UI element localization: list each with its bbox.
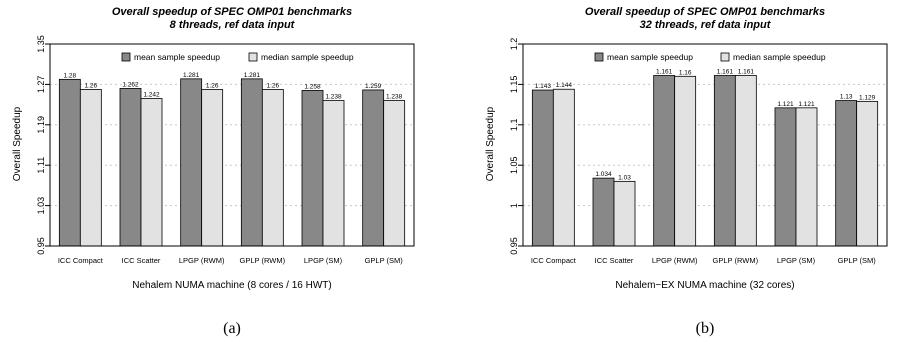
chart-a-bar-mean bbox=[119, 88, 142, 247]
chart-b-bar-median bbox=[552, 88, 575, 247]
chart-a-data-label: 1.26 bbox=[206, 82, 219, 89]
chart-b-data-label: 1.161 bbox=[717, 69, 734, 76]
chart-a-subtitle: 8 threads, ref data input bbox=[170, 19, 296, 31]
chart-b-bar-mean bbox=[835, 100, 858, 247]
chart-b-bar-median bbox=[734, 75, 757, 247]
chart-b-data-label: 1.144 bbox=[556, 82, 573, 89]
chart-a-bar-mean bbox=[58, 78, 81, 247]
chart-a-plot-frame bbox=[49, 43, 415, 247]
chart-b-legend-swatch-mean bbox=[594, 52, 604, 62]
chart-a-x-axis-label: Nehalem NUMA machine (8 cores / 16 HWT) bbox=[132, 280, 332, 291]
chart-a-y-tick-label: 1.03 bbox=[36, 197, 46, 215]
chart-a-legend-label-median: median sample speedup bbox=[261, 52, 354, 62]
chart-a-data-label: 1.281 bbox=[183, 72, 200, 79]
chart-a-legend-swatch-median bbox=[248, 52, 258, 62]
chart-b-legend-label-mean: mean sample speedup bbox=[607, 52, 693, 62]
chart-b-category-label: ICC Compact bbox=[531, 256, 577, 265]
chart-b-bar-median bbox=[795, 107, 818, 247]
chart-a-bar-median bbox=[140, 98, 163, 247]
chart-b-bar-mean bbox=[592, 177, 615, 247]
chart-b-y-tick-label: 1.05 bbox=[509, 156, 519, 174]
chart-a-legend-label-mean: mean sample speedup bbox=[134, 52, 220, 62]
chart-b-marks: 0.95 1 1.05 1.1 1.15 1.2 1.143 1.144 ICC Compact… bbox=[509, 38, 888, 265]
chart-b-y-tick-label: 1.1 bbox=[509, 119, 519, 132]
chart-b-data-label: 1.16 bbox=[679, 69, 692, 76]
chart-a: Overall speedup of SPEC OMP01 benchmarks… bbox=[12, 6, 415, 337]
chart-b-y-tick-label: 1 bbox=[509, 203, 519, 208]
chart-a-bar-median bbox=[322, 100, 345, 247]
chart-b-data-label: 1.03 bbox=[618, 174, 631, 181]
chart-b-category-label: LPGP (SM) bbox=[777, 256, 816, 265]
chart-a-y-tick-label: 0.95 bbox=[36, 237, 46, 255]
chart-a-bar-median bbox=[201, 89, 224, 247]
chart-b-title: Overall speedup of SPEC OMP01 benchmarks bbox=[585, 6, 825, 18]
chart-a-y-tick-label: 1.11 bbox=[36, 157, 46, 174]
chart-a-category-label: LPGP (RWM) bbox=[179, 256, 225, 265]
chart-b-bar-median bbox=[613, 180, 636, 247]
chart-b-data-label: 1.161 bbox=[656, 69, 673, 76]
chart-b-bar-median bbox=[674, 75, 697, 247]
chart-b-bar-mean bbox=[774, 107, 797, 247]
chart-a-title: Overall speedup of SPEC OMP01 benchmarks bbox=[112, 6, 352, 18]
chart-a-data-label: 1.238 bbox=[386, 94, 403, 101]
chart-a-y-tick-label: 1.27 bbox=[36, 76, 46, 94]
chart-a-category-label: ICC Compact bbox=[58, 256, 104, 265]
chart-b-x-axis-label: Nehalem−EX NUMA machine (32 cores) bbox=[615, 280, 794, 291]
chart-a-bar-mean bbox=[362, 89, 385, 247]
chart-a-data-label: 1.258 bbox=[304, 83, 321, 90]
chart-a-data-label: 1.281 bbox=[244, 72, 261, 79]
chart-a-data-label: 1.28 bbox=[64, 72, 77, 79]
chart-a-y-tick-label: 1.19 bbox=[36, 116, 46, 134]
chart-a-y-axis-label: Overall Speedup bbox=[12, 106, 23, 181]
chart-b-category-label: GPLP (RWM) bbox=[713, 256, 759, 265]
chart-b-data-label: 1.121 bbox=[777, 101, 794, 108]
chart-a-y-tick-label: 1.35 bbox=[36, 35, 46, 53]
chart-b-data-label: 1.121 bbox=[798, 101, 815, 108]
chart-a-bar-median bbox=[261, 89, 284, 247]
chart-a-marks: 0.95 1.03 1.11 1.19 1.27 1.35 1.28 1.26 ICC Comp… bbox=[36, 35, 415, 265]
chart-b-y-axis-label: Overall Speedup bbox=[485, 106, 496, 181]
chart-b-data-label: 1.13 bbox=[840, 94, 853, 101]
chart-b-data-label: 1.129 bbox=[859, 94, 876, 101]
chart-b-data-label: 1.143 bbox=[535, 83, 552, 90]
chart-b-y-tick-label: 1.15 bbox=[509, 76, 519, 94]
chart-a-data-label: 1.26 bbox=[85, 82, 98, 89]
chart-a-data-label: 1.262 bbox=[122, 81, 139, 88]
chart-b-data-label: 1.161 bbox=[738, 69, 755, 76]
chart-a-category-label: GPLP (SM) bbox=[365, 256, 404, 265]
chart-b-bar-mean bbox=[653, 75, 676, 247]
chart-b-category-label: ICC Scatter bbox=[595, 256, 634, 265]
chart-a-bar-median bbox=[79, 89, 102, 247]
chart-a-bar-mean bbox=[301, 90, 324, 247]
chart-a-caption: (a) bbox=[223, 320, 241, 337]
chart-a-category-label: LPGP (SM) bbox=[304, 256, 343, 265]
chart-b-plot-frame bbox=[522, 43, 888, 247]
chart-b-bar-median bbox=[856, 100, 879, 247]
chart-b-data-label: 1.034 bbox=[595, 171, 612, 178]
chart-a-data-label: 1.242 bbox=[143, 92, 160, 99]
chart-b-legend-label-median: median sample speedup bbox=[733, 52, 826, 62]
chart-a-legend-swatch-mean bbox=[121, 52, 131, 62]
chart-a-bar-mean bbox=[240, 78, 263, 247]
chart-b-subtitle: 32 threads, ref data input bbox=[640, 19, 772, 31]
chart-a-data-label: 1.259 bbox=[365, 83, 382, 90]
chart-b-caption: (b) bbox=[696, 320, 715, 337]
chart-a-bar-median bbox=[383, 100, 406, 247]
chart-b: Overall speedup of SPEC OMP01 benchmarks… bbox=[485, 6, 888, 337]
chart-b-y-tick-label: 1.2 bbox=[509, 38, 519, 51]
chart-b-bar-mean bbox=[531, 89, 554, 247]
chart-b-category-label: LPGP (RWM) bbox=[652, 256, 698, 265]
chart-a-category-label: GPLP (RWM) bbox=[240, 256, 286, 265]
chart-b-bar-mean bbox=[713, 75, 736, 247]
chart-a-bar-mean bbox=[180, 78, 203, 247]
chart-a-data-label: 1.238 bbox=[325, 94, 342, 101]
chart-a-data-label: 1.26 bbox=[267, 82, 280, 89]
chart-b-legend-swatch-median bbox=[720, 52, 730, 62]
chart-b-category-label: GPLP (SM) bbox=[838, 256, 877, 265]
chart-a-category-label: ICC Scatter bbox=[122, 256, 161, 265]
chart-b-y-tick-label: 0.95 bbox=[509, 237, 519, 255]
